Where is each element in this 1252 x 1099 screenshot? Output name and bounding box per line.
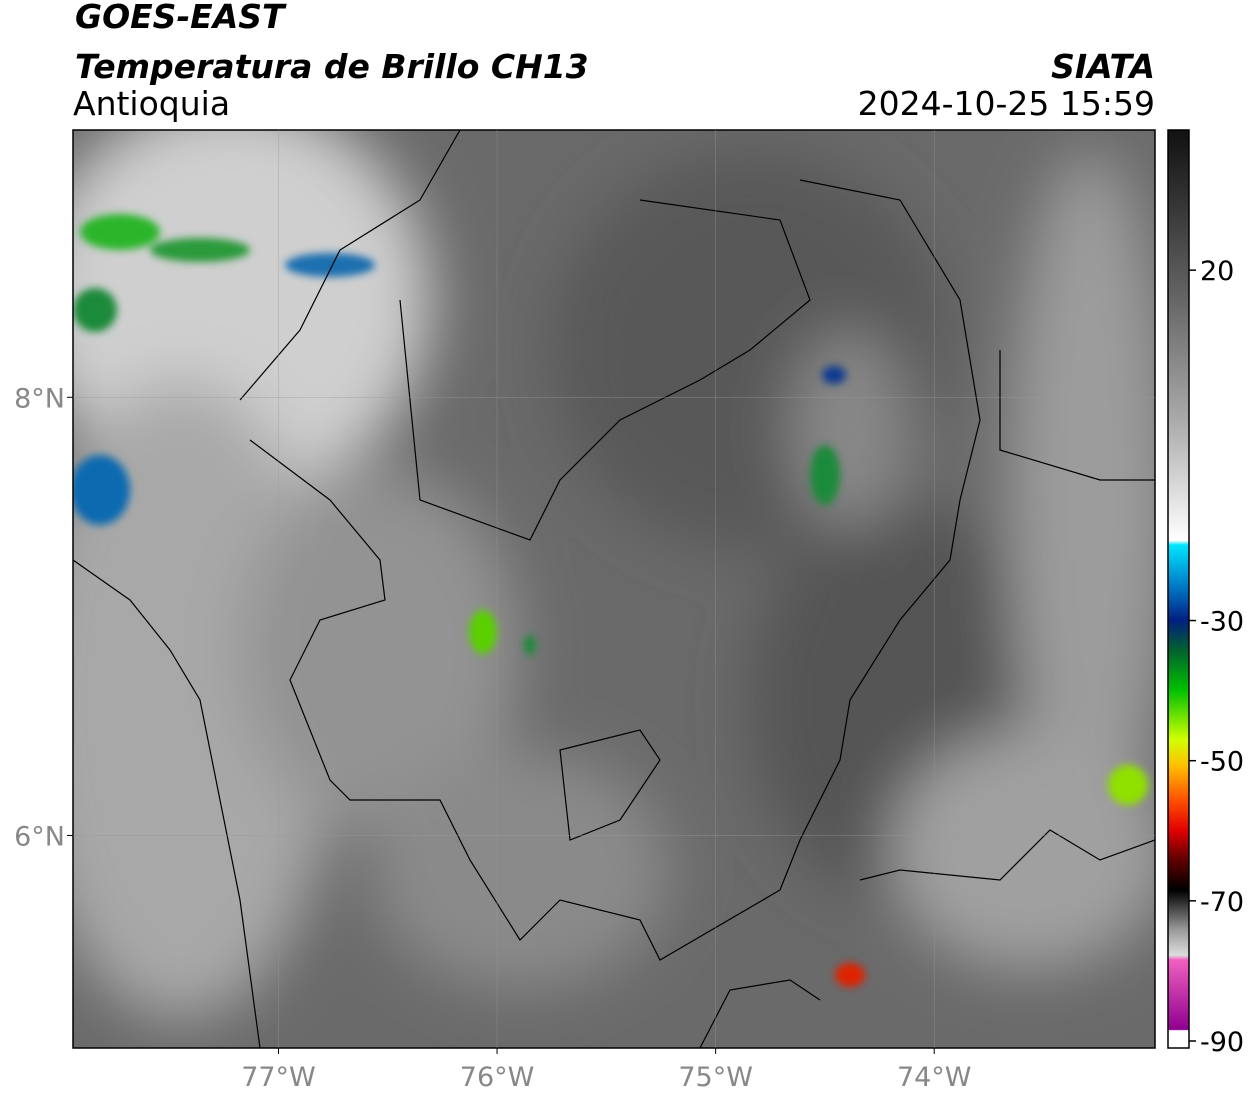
region: Antioquia xyxy=(73,84,230,123)
colorbar xyxy=(1167,129,1190,1049)
y-tick-label: 8°N xyxy=(14,383,65,414)
satellite: GOES-EAST xyxy=(75,0,287,36)
colorbar-tick-label: -90 xyxy=(1200,1027,1244,1058)
colorbar-tick-label: -70 xyxy=(1200,887,1244,918)
product: Temperatura de Brillo CH13 xyxy=(75,47,589,86)
map-image xyxy=(73,130,1155,1048)
colorbar-tick-label: -50 xyxy=(1200,747,1244,778)
map-frame xyxy=(72,129,1156,1049)
x-tick-label: 77°W xyxy=(241,1062,316,1093)
x-tick-label: 74°W xyxy=(897,1062,972,1093)
y-tick-label: 6°N xyxy=(14,821,65,852)
source: SIATA xyxy=(1051,47,1155,86)
x-tick-label: 75°W xyxy=(678,1062,753,1093)
colorbar-tick-label: -30 xyxy=(1200,607,1244,638)
x-tick-label: 76°W xyxy=(460,1062,535,1093)
colorbar-tick-label: 20 xyxy=(1200,256,1234,287)
datetime: 2024-10-25 15:59 xyxy=(858,84,1155,123)
